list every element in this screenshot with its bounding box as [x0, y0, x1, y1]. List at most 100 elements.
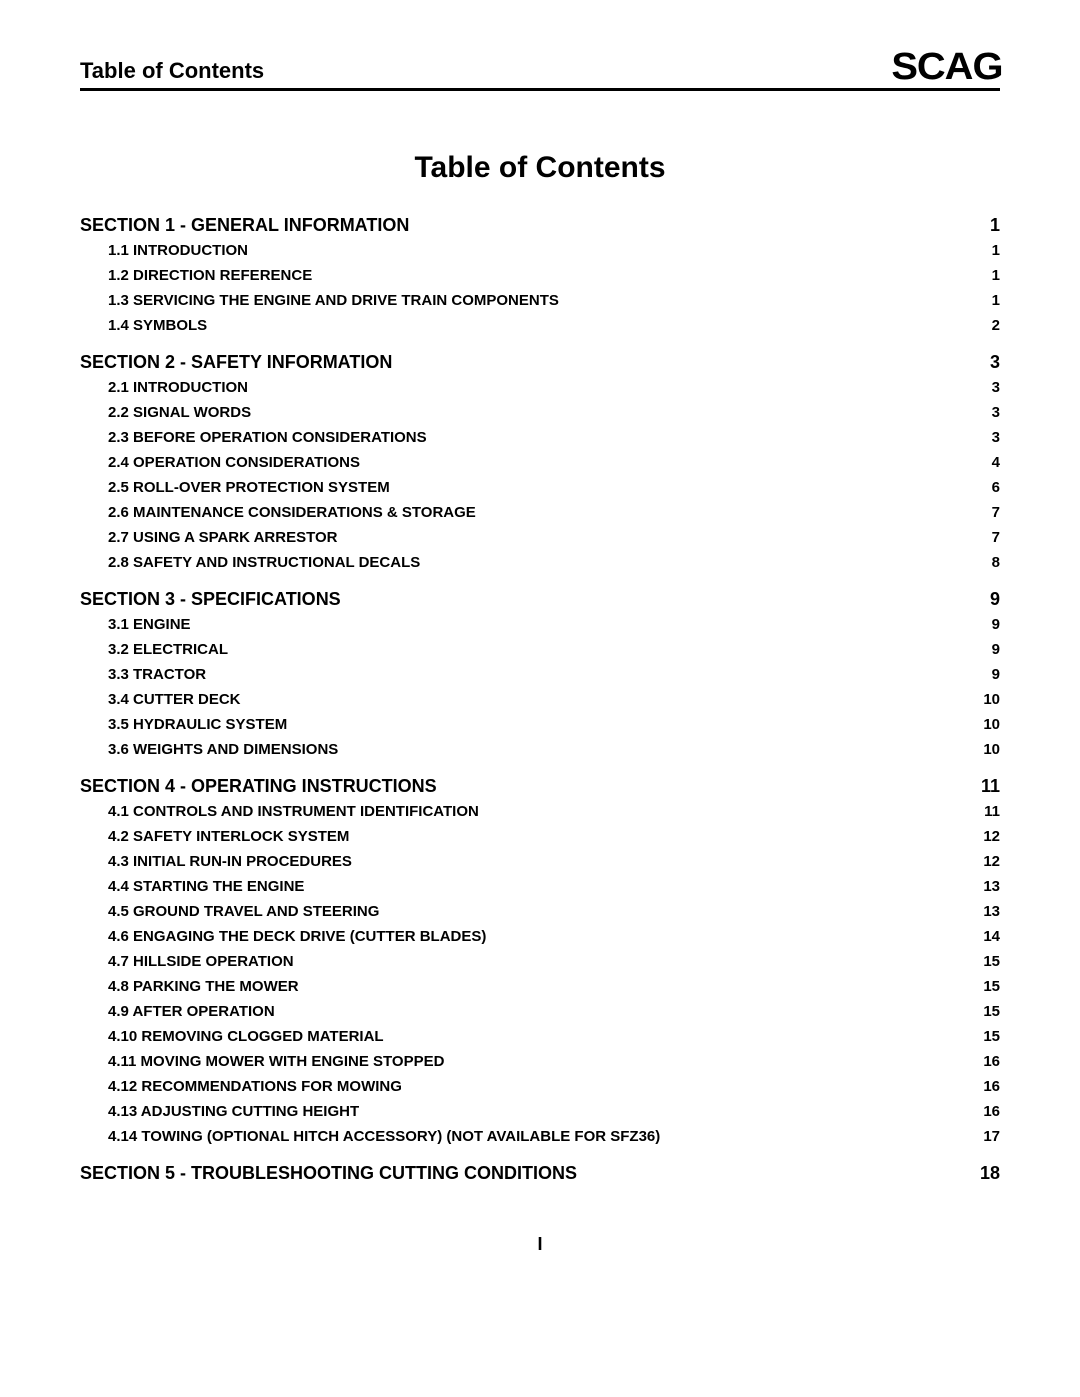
toc-entry[interactable]: 1.1 INTRODUCTION 1 — [80, 242, 1000, 259]
toc-entry-label: 4.12 RECOMMENDATIONS FOR MOWING — [108, 1078, 402, 1095]
toc-entry[interactable]: 4.9 AFTER OPERATION15 — [80, 1003, 1000, 1020]
toc-entry-label: 2.5 ROLL-OVER PROTECTION SYSTEM — [108, 479, 390, 496]
toc-entry-label: 4.5 GROUND TRAVEL AND STEERING — [108, 903, 379, 920]
toc-entry[interactable]: 2.5 ROLL-OVER PROTECTION SYSTEM 6 — [80, 479, 1000, 496]
toc-entry-label: 4.13 ADJUSTING CUTTING HEIGHT — [108, 1103, 359, 1120]
toc-entry-page: 1 — [992, 242, 1000, 259]
toc-entry-page: 4 — [992, 454, 1000, 471]
toc-entry-label: 3.6 WEIGHTS AND DIMENSIONS — [108, 741, 338, 758]
toc-entry-page: 3 — [992, 404, 1000, 421]
toc-entry[interactable]: 4.11 MOVING MOWER WITH ENGINE STOPPED16 — [80, 1053, 1000, 1070]
toc-section-label: SECTION 1 - GENERAL INFORMATION — [80, 215, 409, 236]
toc-entry[interactable]: 2.4 OPERATION CONSIDERATIONS4 — [80, 454, 1000, 471]
toc-section-page: 11 — [981, 776, 1000, 797]
toc-entry[interactable]: 4.8 PARKING THE MOWER15 — [80, 978, 1000, 995]
brand-logo: SCAG — [892, 50, 1003, 84]
toc-entry-page: 1 — [992, 292, 1000, 309]
toc-entry-label: 4.14 TOWING (OPTIONAL HITCH ACCESSORY) (… — [108, 1128, 660, 1145]
toc-entry[interactable]: 4.10 REMOVING CLOGGED MATERIAL15 — [80, 1028, 1000, 1045]
toc-section: SECTION 4 - OPERATING INSTRUCTIONS 11 4.1 … — [80, 776, 1000, 1145]
toc-entry-page: 1 — [992, 267, 1000, 284]
toc-entry-label: 1.4 SYMBOLS — [108, 317, 207, 334]
toc-section-label: SECTION 4 - OPERATING INSTRUCTIONS — [80, 776, 437, 797]
toc-entry[interactable]: 4.13 ADJUSTING CUTTING HEIGHT16 — [80, 1103, 1000, 1120]
toc-entry[interactable]: 3.4 CUTTER DECK 10 — [80, 691, 1000, 708]
toc-entry[interactable]: 1.4 SYMBOLS2 — [80, 317, 1000, 334]
toc-entry-page: 15 — [983, 1028, 1000, 1045]
toc-entry-page: 13 — [983, 878, 1000, 895]
toc-entry[interactable]: 2.2 SIGNAL WORDS 3 — [80, 404, 1000, 421]
toc-section-label: SECTION 5 - TROUBLESHOOTING CUTTING COND… — [80, 1163, 577, 1184]
toc-section: SECTION 1 - GENERAL INFORMATION11.1 INTR… — [80, 215, 1000, 334]
toc-entry-label: 4.4 STARTING THE ENGINE — [108, 878, 304, 895]
toc-entry-page: 16 — [983, 1078, 1000, 1095]
toc-entry[interactable]: 4.4 STARTING THE ENGINE 13 — [80, 878, 1000, 895]
toc-entry-page: 9 — [992, 616, 1000, 633]
toc-entry[interactable]: 3.1 ENGINE9 — [80, 616, 1000, 633]
toc-section-page: 3 — [990, 352, 1000, 373]
toc-entry[interactable]: 4.5 GROUND TRAVEL AND STEERING 13 — [80, 903, 1000, 920]
toc-entry-label: 3.4 CUTTER DECK — [108, 691, 241, 708]
toc-entry-page: 3 — [992, 429, 1000, 446]
toc-entry[interactable]: 3.2 ELECTRICAL 9 — [80, 641, 1000, 658]
toc-entry-label: 4.1 CONTROLS AND INSTRUMENT IDENTIFICATI… — [108, 803, 479, 820]
main-title: Table of Contents — [80, 151, 1000, 185]
toc-entry-label: 1.2 DIRECTION REFERENCE — [108, 267, 312, 284]
toc-entry-page: 9 — [992, 666, 1000, 683]
toc-entry-page: 3 — [992, 379, 1000, 396]
toc-entry-page: 9 — [992, 641, 1000, 658]
toc-entry-label: 4.2 SAFETY INTERLOCK SYSTEM — [108, 828, 349, 845]
toc-entry-page: 7 — [992, 529, 1000, 546]
toc-section-heading[interactable]: SECTION 3 - SPECIFICATIONS9 — [80, 589, 1000, 610]
toc-entry[interactable]: 2.8 SAFETY AND INSTRUCTIONAL DECALS 8 — [80, 554, 1000, 571]
toc-entry[interactable]: 1.2 DIRECTION REFERENCE 1 — [80, 267, 1000, 284]
toc-entry[interactable]: 4.3 INITIAL RUN-IN PROCEDURES 12 — [80, 853, 1000, 870]
toc-entry[interactable]: 3.5 HYDRAULIC SYSTEM10 — [80, 716, 1000, 733]
toc-entry-page: 15 — [983, 953, 1000, 970]
toc-entry-label: 3.2 ELECTRICAL — [108, 641, 228, 658]
toc-entry[interactable]: 4.7 HILLSIDE OPERATION 15 — [80, 953, 1000, 970]
toc-entry-page: 13 — [983, 903, 1000, 920]
toc-entry-label: 4.7 HILLSIDE OPERATION — [108, 953, 294, 970]
toc-entry-page: 6 — [992, 479, 1000, 496]
toc-section-page: 9 — [990, 589, 1000, 610]
toc-entry[interactable]: 2.3 BEFORE OPERATION CONSIDERATIONS3 — [80, 429, 1000, 446]
toc-entry-page: 8 — [992, 554, 1000, 571]
toc-entry-label: 1.3 SERVICING THE ENGINE AND DRIVE TRAIN… — [108, 292, 559, 309]
toc-section: SECTION 3 - SPECIFICATIONS9 3.1 ENGINE9 3.… — [80, 589, 1000, 758]
toc-section: SECTION 2 - SAFETY INFORMATION32.1 INTRO… — [80, 352, 1000, 571]
toc-entry-page: 12 — [983, 853, 1000, 870]
toc-section-heading[interactable]: SECTION 5 - TROUBLESHOOTING CUTTING COND… — [80, 1163, 1000, 1184]
toc-entry[interactable]: 4.1 CONTROLS AND INSTRUMENT IDENTIFICATI… — [80, 803, 1000, 820]
toc-entry-page: 16 — [983, 1053, 1000, 1070]
toc-section-heading[interactable]: SECTION 2 - SAFETY INFORMATION 3 — [80, 352, 1000, 373]
toc-entry[interactable]: 4.12 RECOMMENDATIONS FOR MOWING 16 — [80, 1078, 1000, 1095]
toc-entry[interactable]: 4.14 TOWING (OPTIONAL HITCH ACCESSORY) (… — [80, 1128, 1000, 1145]
toc-entry-label: 1.1 INTRODUCTION — [108, 242, 248, 259]
toc-entry[interactable]: 1.3 SERVICING THE ENGINE AND DRIVE TRAIN… — [80, 292, 1000, 309]
toc-entry-label: 2.2 SIGNAL WORDS — [108, 404, 251, 421]
toc-entry-label: 2.7 USING A SPARK ARRESTOR — [108, 529, 337, 546]
table-of-contents: SECTION 1 - GENERAL INFORMATION11.1 INTR… — [80, 215, 1000, 1184]
toc-entry-page: 10 — [983, 691, 1000, 708]
toc-entry-page: 17 — [983, 1128, 1000, 1145]
toc-entry[interactable]: 2.7 USING A SPARK ARRESTOR 7 — [80, 529, 1000, 546]
toc-entry[interactable]: 3.6 WEIGHTS AND DIMENSIONS10 — [80, 741, 1000, 758]
toc-section-label: SECTION 2 - SAFETY INFORMATION — [80, 352, 392, 373]
toc-entry-label: 4.8 PARKING THE MOWER — [108, 978, 299, 995]
toc-entry-label: 2.6 MAINTENANCE CONSIDERATIONS & STORAGE — [108, 504, 476, 521]
toc-entry[interactable]: 4.2 SAFETY INTERLOCK SYSTEM 12 — [80, 828, 1000, 845]
toc-entry[interactable]: 2.1 INTRODUCTION 3 — [80, 379, 1000, 396]
toc-entry-page: 10 — [983, 716, 1000, 733]
toc-entry-label: 2.8 SAFETY AND INSTRUCTIONAL DECALS — [108, 554, 420, 571]
toc-entry[interactable]: 4.6 ENGAGING THE DECK DRIVE (CUTTER BLAD… — [80, 928, 1000, 945]
toc-entry[interactable]: 3.3 TRACTOR9 — [80, 666, 1000, 683]
toc-section-heading[interactable]: SECTION 4 - OPERATING INSTRUCTIONS 11 — [80, 776, 1000, 797]
toc-entry-label: 2.1 INTRODUCTION — [108, 379, 248, 396]
toc-section-page: 18 — [980, 1163, 1000, 1184]
toc-entry-page: 12 — [983, 828, 1000, 845]
toc-entry-page: 14 — [983, 928, 1000, 945]
toc-section-heading[interactable]: SECTION 1 - GENERAL INFORMATION1 — [80, 215, 1000, 236]
toc-entry[interactable]: 2.6 MAINTENANCE CONSIDERATIONS & STORAGE… — [80, 504, 1000, 521]
toc-entry-label: 4.3 INITIAL RUN-IN PROCEDURES — [108, 853, 352, 870]
